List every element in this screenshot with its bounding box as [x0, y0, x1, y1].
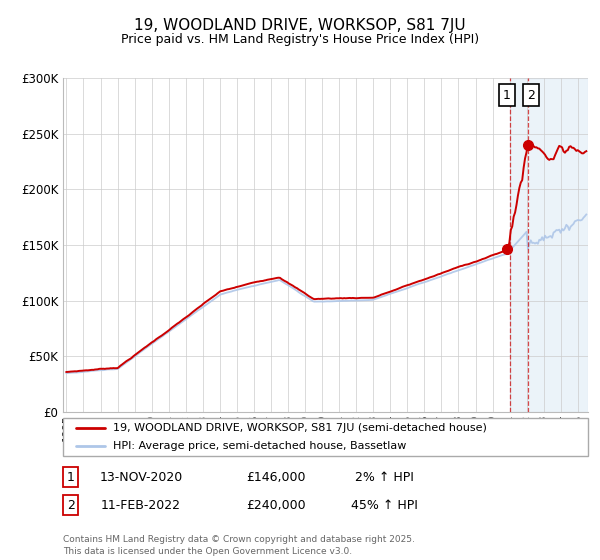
- Text: 2: 2: [527, 88, 535, 101]
- Text: £240,000: £240,000: [246, 498, 306, 512]
- Text: 2: 2: [67, 498, 75, 512]
- Text: Price paid vs. HM Land Registry's House Price Index (HPI): Price paid vs. HM Land Registry's House …: [121, 32, 479, 46]
- Text: HPI: Average price, semi-detached house, Bassetlaw: HPI: Average price, semi-detached house,…: [113, 441, 406, 451]
- Text: 1: 1: [67, 470, 75, 484]
- Bar: [509, 78, 588, 412]
- Text: 11-FEB-2022: 11-FEB-2022: [101, 498, 181, 512]
- Text: 45% ↑ HPI: 45% ↑ HPI: [350, 498, 418, 512]
- Text: 13-NOV-2020: 13-NOV-2020: [100, 470, 182, 484]
- Text: 19, WOODLAND DRIVE, WORKSOP, S81 7JU: 19, WOODLAND DRIVE, WORKSOP, S81 7JU: [134, 18, 466, 32]
- Text: £146,000: £146,000: [246, 470, 306, 484]
- FancyBboxPatch shape: [63, 418, 588, 456]
- Text: 2% ↑ HPI: 2% ↑ HPI: [355, 470, 413, 484]
- Text: 19, WOODLAND DRIVE, WORKSOP, S81 7JU (semi-detached house): 19, WOODLAND DRIVE, WORKSOP, S81 7JU (se…: [113, 423, 487, 433]
- Text: 1: 1: [503, 88, 511, 101]
- Text: Contains HM Land Registry data © Crown copyright and database right 2025.
This d: Contains HM Land Registry data © Crown c…: [63, 535, 415, 556]
